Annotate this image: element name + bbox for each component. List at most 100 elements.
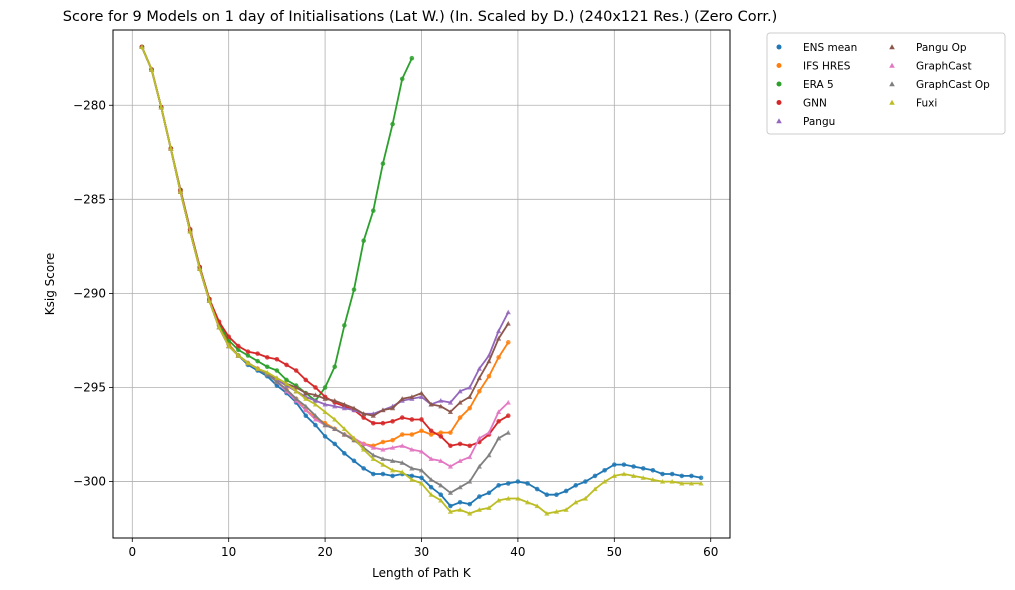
legend-item: IFS HRES xyxy=(776,61,851,73)
legend-marker-circle xyxy=(776,100,782,105)
data-point xyxy=(631,464,636,469)
data-point xyxy=(688,480,695,486)
data-point xyxy=(438,458,444,463)
x-tick-label: 40 xyxy=(510,545,525,559)
legend-marker-triangle xyxy=(889,81,895,87)
y-tick-label: −295 xyxy=(73,380,106,394)
data-point xyxy=(389,445,396,450)
data-point xyxy=(486,490,492,496)
data-point xyxy=(399,432,405,437)
data-point xyxy=(467,454,473,460)
data-point xyxy=(505,320,511,326)
data-point xyxy=(698,475,704,481)
data-point xyxy=(370,456,376,462)
data-point xyxy=(496,328,502,334)
data-point xyxy=(312,401,319,407)
x-tick-label: 0 xyxy=(128,545,136,559)
data-point xyxy=(438,492,444,498)
legend-label: Pangu xyxy=(803,116,835,128)
data-point xyxy=(274,368,280,373)
data-point xyxy=(428,428,434,434)
data-point xyxy=(380,161,386,166)
data-point xyxy=(669,478,675,484)
data-point xyxy=(284,362,289,368)
data-point xyxy=(428,456,434,462)
legend-item: Fuxi xyxy=(889,98,937,110)
data-point xyxy=(370,471,376,477)
data-point xyxy=(303,396,309,401)
data-point xyxy=(303,407,309,413)
data-point xyxy=(544,492,550,498)
data-point xyxy=(679,473,685,479)
legend: ENS mean IFS HRES ERA 5 GNN Pangu Pangu Op Gra… xyxy=(766,32,1006,135)
legend-item: ENS mean xyxy=(776,42,857,54)
data-point xyxy=(293,396,299,401)
data-point xyxy=(255,358,260,364)
data-point xyxy=(351,287,357,292)
data-point xyxy=(168,145,174,151)
data-point xyxy=(438,403,444,409)
data-point xyxy=(283,381,290,386)
data-point xyxy=(457,458,463,463)
data-point xyxy=(236,343,241,349)
legend-marker-triangle xyxy=(889,44,895,50)
x-tick-label: 10 xyxy=(221,545,236,559)
data-point xyxy=(505,399,511,405)
data-point xyxy=(486,430,492,435)
data-point xyxy=(621,462,627,467)
data-point xyxy=(496,409,502,415)
data-point xyxy=(380,456,386,462)
data-point xyxy=(274,356,280,362)
data-point xyxy=(457,415,463,420)
data-point xyxy=(370,208,376,213)
data-point xyxy=(361,466,366,471)
data-point xyxy=(602,478,608,484)
data-point xyxy=(322,409,328,415)
data-point xyxy=(438,497,444,503)
data-point xyxy=(245,353,251,358)
data-point xyxy=(419,428,424,434)
data-point xyxy=(525,481,530,486)
data-point xyxy=(341,426,347,431)
data-point xyxy=(322,434,328,439)
data-point xyxy=(428,401,434,407)
data-point xyxy=(399,469,405,475)
y-axis-label: Ksig Score xyxy=(43,253,57,316)
data-point xyxy=(467,510,473,516)
data-point xyxy=(418,480,425,486)
data-point xyxy=(438,430,444,435)
data-point xyxy=(476,463,482,469)
data-point xyxy=(612,462,617,467)
data-point xyxy=(390,121,395,127)
data-point xyxy=(312,413,319,418)
data-point xyxy=(496,483,501,488)
data-point xyxy=(447,509,454,514)
y-tick-label: −290 xyxy=(73,286,106,300)
x-tick-label: 50 xyxy=(607,545,622,559)
data-point xyxy=(332,441,338,447)
legend-marker-circle xyxy=(776,81,782,87)
series-line xyxy=(141,46,413,402)
data-point xyxy=(255,366,261,371)
data-point xyxy=(630,473,637,478)
data-point xyxy=(650,477,656,482)
data-point xyxy=(409,55,415,61)
data-point xyxy=(399,460,405,465)
legend-item: ERA 5 xyxy=(776,79,834,91)
data-point xyxy=(341,401,347,407)
legend-label: ENS mean xyxy=(803,42,857,54)
legend-item: GraphCast Op xyxy=(889,79,990,91)
data-point xyxy=(274,379,280,384)
data-point xyxy=(312,416,319,422)
data-point xyxy=(245,360,251,366)
legend-label: IFS HRES xyxy=(803,61,851,73)
data-point xyxy=(313,422,318,428)
data-point xyxy=(245,349,251,355)
data-point xyxy=(467,384,473,390)
data-point xyxy=(457,484,463,490)
data-point xyxy=(399,396,405,401)
data-point xyxy=(505,495,511,501)
data-point xyxy=(438,434,444,439)
data-point xyxy=(332,398,338,403)
data-point xyxy=(409,446,415,452)
